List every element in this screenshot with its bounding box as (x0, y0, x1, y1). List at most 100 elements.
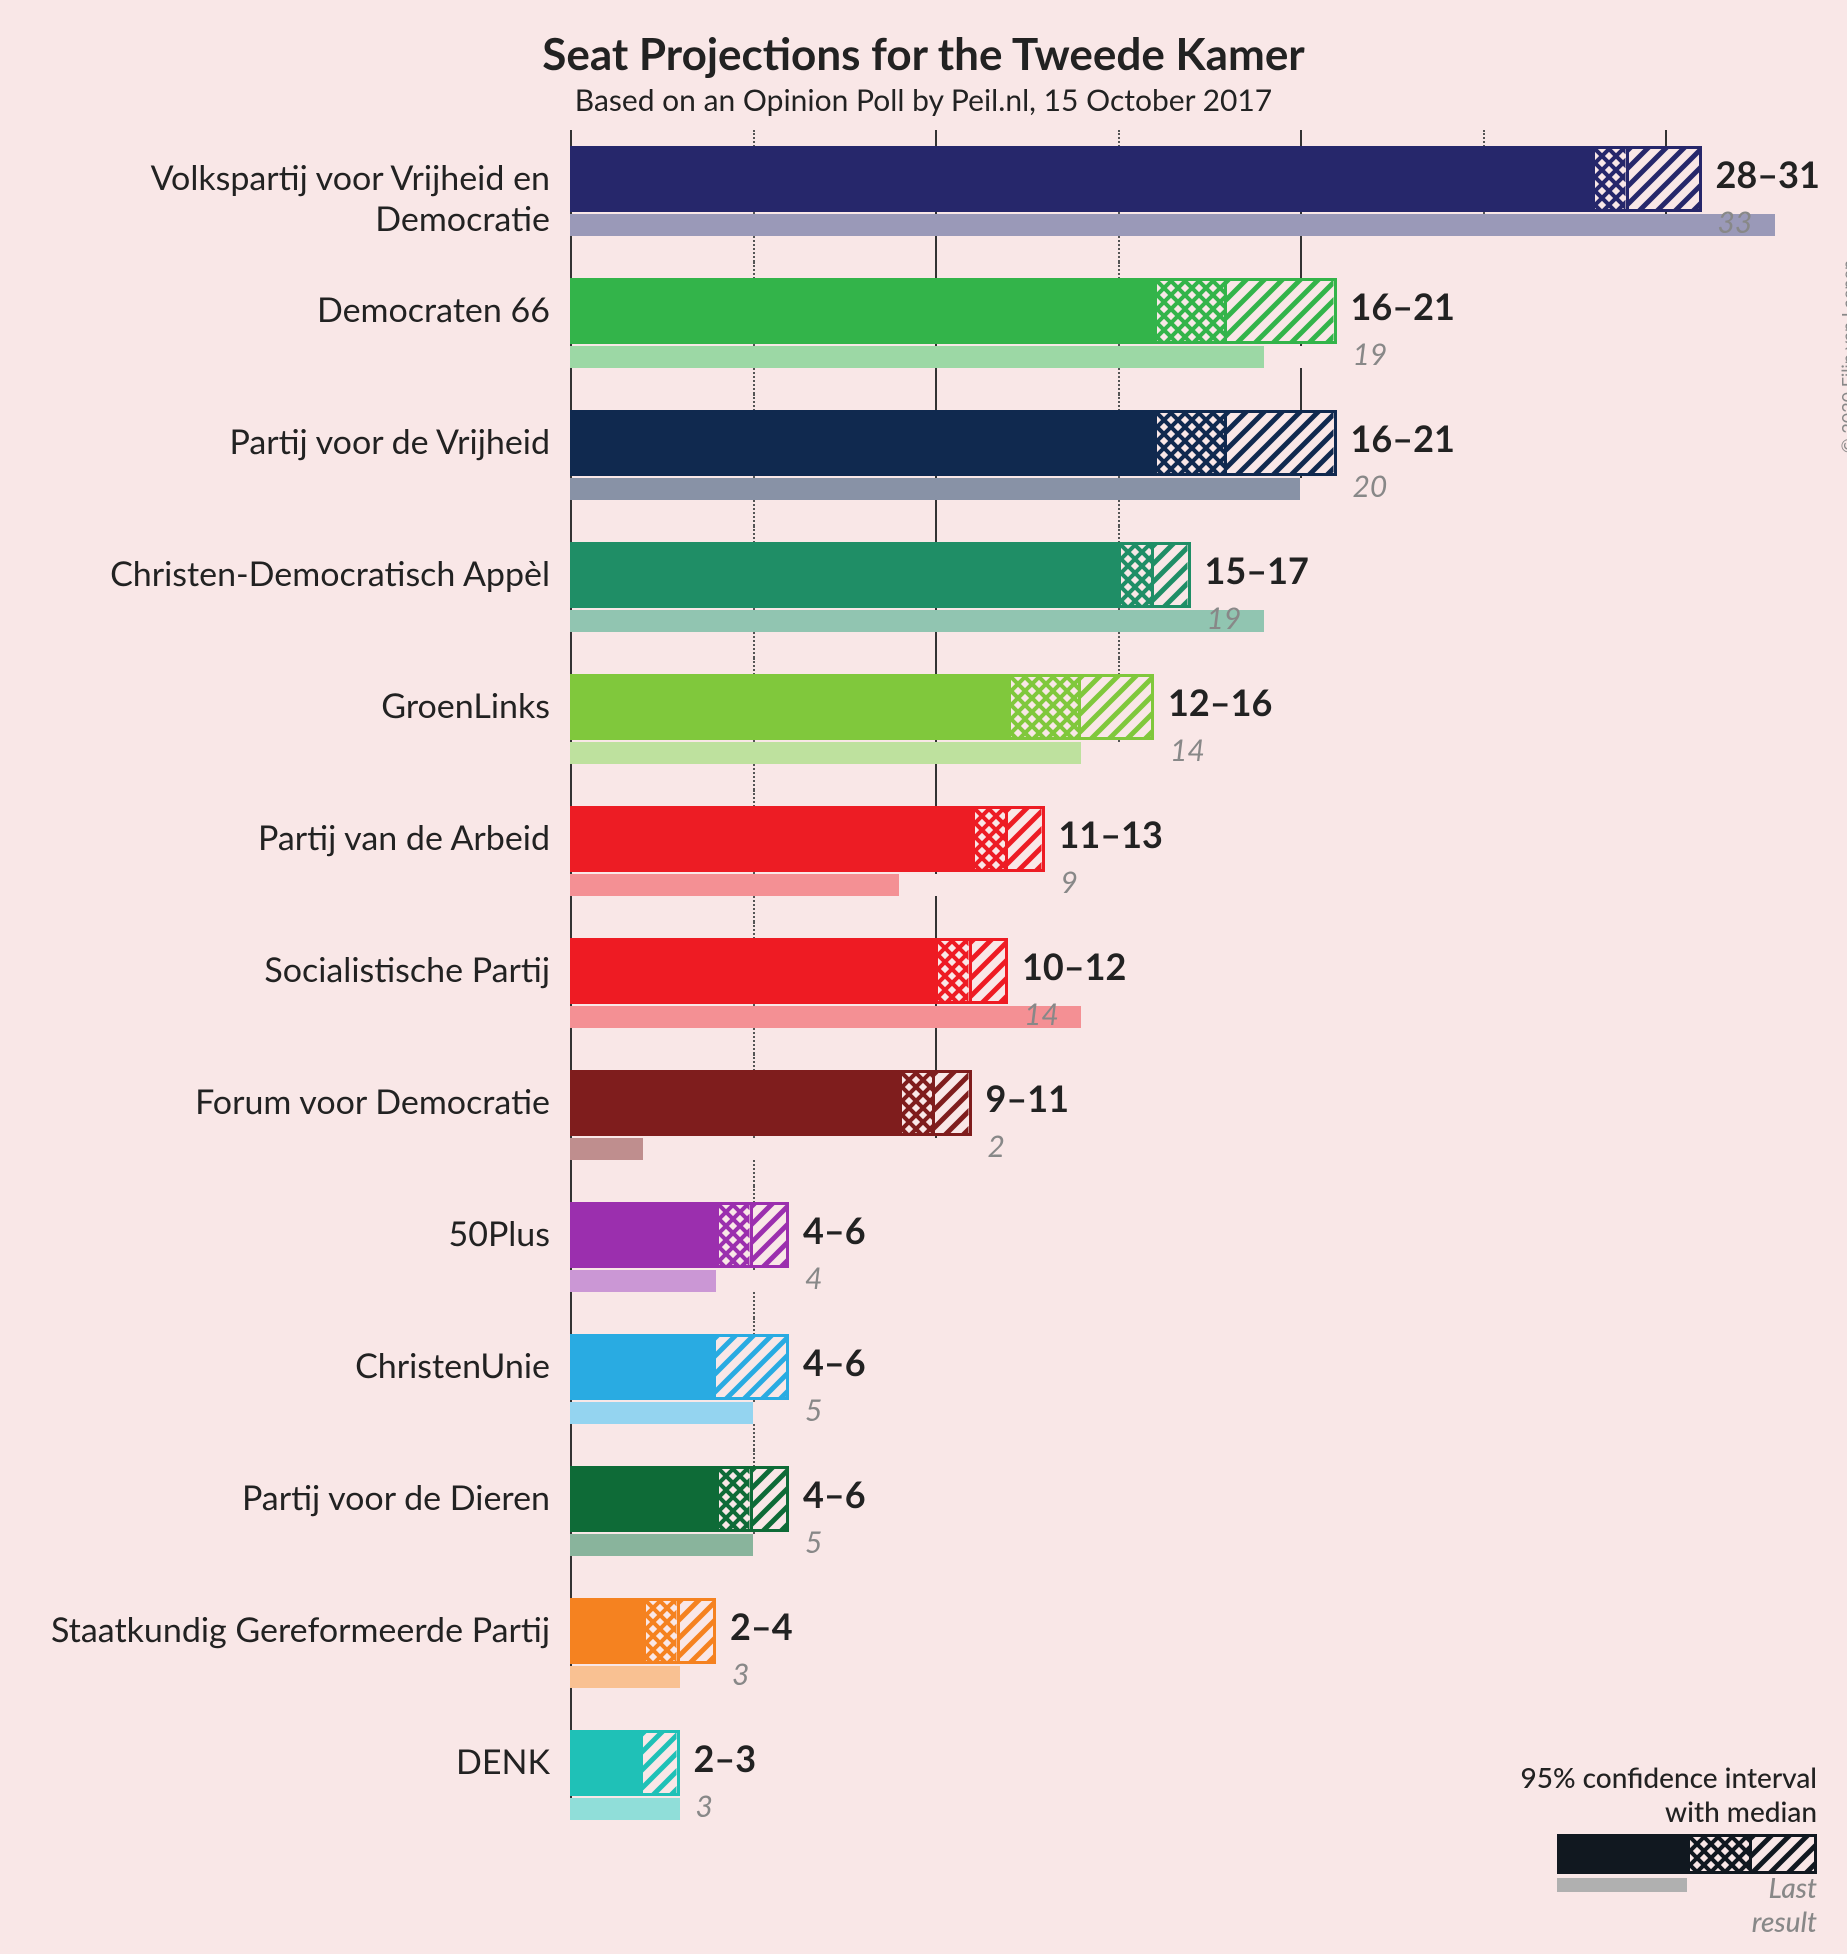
range-label: 16–21 (1351, 416, 1455, 460)
bar-solid (570, 1598, 643, 1664)
bar-diagonal (1081, 674, 1154, 740)
range-label: 4–6 (803, 1472, 866, 1516)
last-result-label: 33 (1718, 204, 1753, 240)
last-result-label: 2 (988, 1128, 1005, 1164)
copyright: © 2020 Filip van Laenen (1837, 260, 1847, 453)
party-label: 50Plus (0, 1213, 550, 1254)
bar-diagonal (1154, 542, 1191, 608)
bar-crosshatch (1118, 542, 1155, 608)
party-row: Volkspartij voor Vrijheid en Democratie2… (0, 130, 1847, 262)
last-result-label: 14 (1024, 996, 1059, 1032)
last-result-label: 5 (805, 1392, 822, 1428)
chart-area: Volkspartij voor Vrijheid en Democratie2… (0, 130, 1847, 1866)
bar-last-result (570, 1534, 753, 1556)
party-row: GroenLinks 12–16 14 (0, 658, 1847, 790)
party-row: Socialistische Partij10–1214 (0, 922, 1847, 1054)
range-label: 11–13 (1059, 812, 1163, 856)
last-result-label: 3 (696, 1788, 713, 1824)
last-result-label: 9 (1061, 864, 1078, 900)
party-row: Christen-Democratisch Appèl 15–17 19 (0, 526, 1847, 658)
last-result-label: 3 (732, 1656, 749, 1692)
bar-diagonal (972, 938, 1009, 1004)
bar-diagonal (753, 1466, 790, 1532)
legend-bar-diagonal (1752, 1834, 1817, 1874)
party-label: DENK (0, 1741, 550, 1782)
legend-last-bar-fill (1557, 1878, 1687, 1892)
legend-bar-crosshatch (1687, 1834, 1752, 1874)
party-label: Partij van de Arbeid (0, 817, 550, 858)
bar-diagonal (935, 1070, 972, 1136)
bar-solid (570, 674, 1008, 740)
bar-diagonal (1629, 146, 1702, 212)
bar-solid (570, 146, 1592, 212)
party-row: Partij voor de Dieren 4–6 5 (0, 1450, 1847, 1582)
bar-last-result (570, 610, 1264, 632)
party-label: Democraten 66 (0, 289, 550, 330)
party-label: Christen-Democratisch Appèl (0, 553, 550, 594)
bar-last-result (570, 1006, 1081, 1028)
bar-crosshatch (1154, 410, 1227, 476)
legend-last-bar: Last result (1557, 1878, 1817, 1894)
bar-diagonal (643, 1730, 680, 1796)
range-label: 2–3 (694, 1736, 757, 1780)
bar-last-result (570, 1402, 753, 1424)
range-label: 9–11 (986, 1076, 1070, 1120)
last-result-label: 19 (1207, 600, 1242, 636)
bar-crosshatch (899, 1070, 936, 1136)
legend-last-label: Last result (1697, 1870, 1817, 1938)
party-label: Partij voor de Vrijheid (0, 421, 550, 462)
last-result-label: 19 (1353, 336, 1388, 372)
party-label: Partij voor de Dieren (0, 1477, 550, 1518)
party-row: Staatkundig Gereformeerde Partij 2–4 3 (0, 1582, 1847, 1714)
bar-crosshatch (1154, 278, 1227, 344)
bar-last-result (570, 874, 899, 896)
range-label: 10–12 (1022, 944, 1126, 988)
legend-bar-solid (1557, 1834, 1687, 1874)
last-result-label: 4 (805, 1260, 822, 1296)
bar-diagonal (753, 1202, 790, 1268)
bar-last-result (570, 214, 1775, 236)
bar-last-result (570, 742, 1081, 764)
bar-diagonal (1008, 806, 1045, 872)
bar-last-result (570, 1138, 643, 1160)
last-result-label: 5 (805, 1524, 822, 1560)
bar-solid (570, 410, 1154, 476)
bar-solid (570, 806, 972, 872)
party-row: Democraten 66 16–21 19 (0, 262, 1847, 394)
range-label: 4–6 (803, 1340, 866, 1384)
range-label: 16–21 (1351, 284, 1455, 328)
range-label: 4–6 (803, 1208, 866, 1252)
party-label: Staatkundig Gereformeerde Partij (0, 1609, 550, 1650)
range-label: 12–16 (1168, 680, 1272, 724)
range-label: 2–4 (730, 1604, 793, 1648)
bar-solid (570, 938, 935, 1004)
bar-solid (570, 1466, 716, 1532)
bar-diagonal (1227, 410, 1337, 476)
bar-crosshatch (935, 938, 972, 1004)
party-label: GroenLinks (0, 685, 550, 726)
chart-subtitle: Based on an Opinion Poll by Peil.nl, 15 … (0, 82, 1847, 118)
range-label: 28–31 (1716, 152, 1820, 196)
bar-diagonal (716, 1334, 789, 1400)
bar-crosshatch (716, 1202, 753, 1268)
bar-solid (570, 542, 1118, 608)
chart-title: Seat Projections for the Tweede Kamer (0, 28, 1847, 80)
legend-ci-bar (1557, 1834, 1817, 1874)
bar-solid (570, 1730, 643, 1796)
party-label: Forum voor Democratie (0, 1081, 550, 1122)
bar-solid (570, 278, 1154, 344)
party-label: ChristenUnie (0, 1345, 550, 1386)
legend: 95% confidence intervalwith medianLast r… (1397, 1760, 1817, 1894)
party-row: Partij voor de Vrijheid16–2120 (0, 394, 1847, 526)
legend-ci-line2: with median (1397, 1794, 1817, 1828)
party-row: Partij van de Arbeid 11–13 9 (0, 790, 1847, 922)
bar-crosshatch (1592, 146, 1629, 212)
bar-last-result (570, 478, 1300, 500)
last-result-label: 14 (1170, 732, 1205, 768)
bar-last-result (570, 1666, 680, 1688)
party-row: 50Plus 4–6 4 (0, 1186, 1847, 1318)
range-label: 15–17 (1205, 548, 1309, 592)
bar-crosshatch (716, 1466, 753, 1532)
bar-crosshatch (643, 1598, 680, 1664)
bar-last-result (570, 1798, 680, 1820)
